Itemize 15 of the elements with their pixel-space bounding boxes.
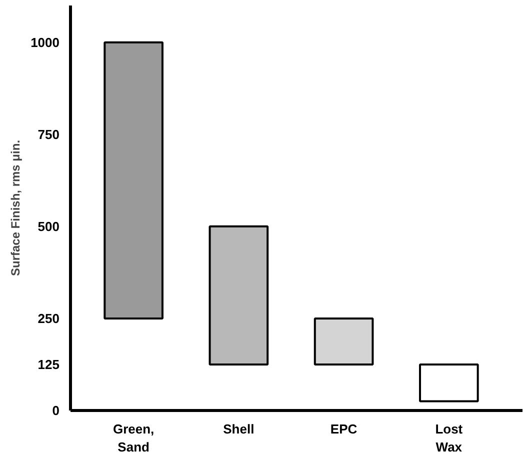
y-tick-label: 750 bbox=[38, 126, 60, 142]
x-tick-label: EPC bbox=[330, 422, 358, 436]
x-tick-label: Shell bbox=[223, 422, 254, 436]
x-tick-label: Lost Wax bbox=[435, 422, 464, 454]
y-tick-label: 0 bbox=[52, 403, 60, 418]
y-axis-title: Surface Finish, rms μin. bbox=[8, 140, 23, 276]
y-tick-label: 125 bbox=[38, 356, 60, 372]
y-tick-label: 1000 bbox=[30, 34, 60, 50]
y-tick-label: 500 bbox=[38, 218, 60, 234]
bar bbox=[208, 225, 269, 366]
bar bbox=[104, 41, 164, 320]
y-tick-label: 250 bbox=[38, 310, 60, 326]
x-tick-label: Green, Sand bbox=[112, 422, 154, 454]
bar bbox=[419, 363, 479, 402]
bar bbox=[314, 317, 374, 366]
